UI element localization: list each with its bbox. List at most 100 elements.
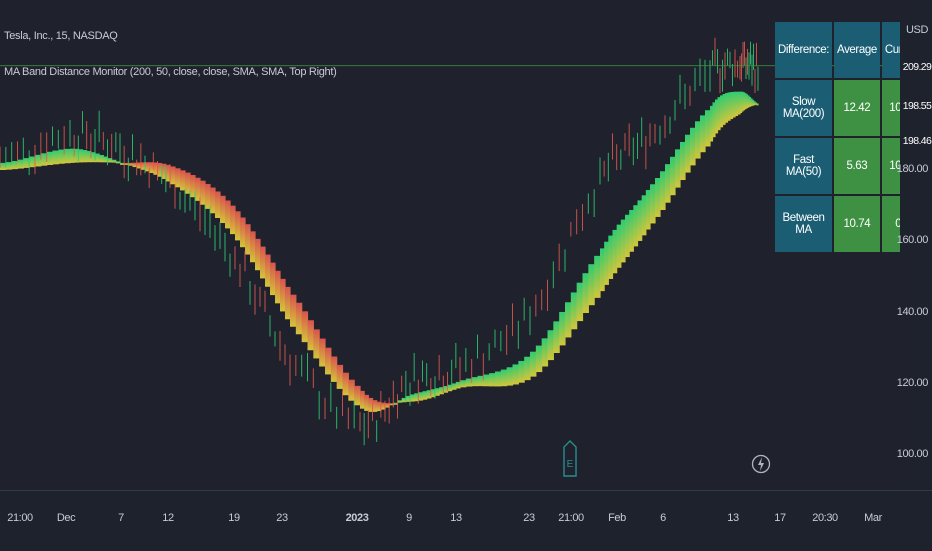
band-slice	[725, 93, 729, 123]
time-tick: 13	[727, 512, 739, 524]
band-slice	[40, 153, 48, 166]
price-chart[interactable]	[0, 0, 900, 490]
time-tick: 12	[162, 512, 174, 524]
band-slice	[616, 224, 622, 268]
band-slice	[500, 369, 508, 387]
band-slice	[301, 311, 309, 343]
time-tick: 23	[523, 512, 535, 524]
earnings-marker[interactable]: E	[563, 440, 577, 478]
band-slice	[588, 264, 595, 306]
band-slice	[35, 154, 42, 167]
band-slice	[625, 214, 630, 258]
band-slice	[250, 231, 256, 263]
time-tick: 6	[660, 512, 666, 524]
band-slice	[111, 159, 117, 163]
band-slice	[220, 195, 226, 224]
band-slice	[180, 170, 186, 191]
time-axis[interactable]	[0, 490, 900, 551]
band-slice	[265, 254, 271, 287]
band-slice	[633, 205, 639, 247]
band-slice	[655, 178, 661, 217]
band-slice	[650, 184, 656, 224]
band-slice	[86, 151, 92, 163]
time-tick: 21:00	[558, 512, 584, 524]
band-slice	[705, 110, 711, 147]
band-slice	[471, 377, 479, 387]
band-slice	[570, 292, 578, 330]
price-tick: 100.00	[896, 448, 929, 460]
time-tick: 17	[774, 512, 786, 524]
band-slice	[240, 217, 246, 248]
lightning-icon	[751, 454, 771, 474]
current-price-label: 209.29	[902, 61, 932, 73]
band-slice	[325, 347, 332, 375]
band-slice	[393, 402, 399, 405]
band-slice	[354, 385, 361, 406]
band-slice	[215, 191, 221, 218]
band-slice	[132, 162, 138, 168]
time-tick: 23	[276, 512, 288, 524]
time-tick: 2023	[345, 512, 369, 524]
band-slice	[435, 388, 440, 396]
table-cell-average: 10.74	[834, 196, 880, 252]
band-slice	[443, 385, 449, 393]
band-slice	[23, 158, 30, 168]
band-slice	[535, 345, 543, 373]
band-slice	[418, 392, 424, 401]
ma-band	[0, 91, 759, 412]
band-slice	[190, 175, 196, 198]
band-slice	[275, 270, 281, 304]
band-slice	[17, 159, 24, 169]
band-slice	[140, 162, 146, 170]
band-slice	[690, 127, 696, 166]
band-slice	[430, 389, 436, 398]
band-slice	[360, 390, 365, 409]
band-slice	[735, 91, 739, 116]
band-slice	[489, 373, 496, 387]
band-slice	[295, 302, 303, 335]
band-slice	[260, 246, 266, 279]
band-slice	[720, 95, 724, 128]
band-slice	[285, 286, 291, 320]
band-slice	[455, 381, 461, 389]
band-slice	[389, 403, 394, 406]
band-slice	[727, 92, 731, 121]
band-slice	[524, 356, 531, 381]
band-slice	[740, 91, 743, 113]
band-slice	[115, 161, 121, 164]
band-slice	[380, 402, 386, 410]
band-slice	[675, 149, 681, 188]
band-slice	[744, 93, 747, 110]
band-slice	[553, 321, 560, 354]
band-slice	[604, 241, 609, 285]
band-slice	[756, 103, 759, 106]
band-slice	[107, 158, 113, 163]
band-slice	[99, 154, 104, 163]
band-slice	[755, 102, 758, 105]
time-tick: 21:00	[7, 512, 33, 524]
table-cell-average: 5.63	[834, 138, 880, 194]
band-slice	[422, 391, 428, 400]
symbol-legend[interactable]: Tesla, Inc., 15, NASDAQ	[4, 30, 118, 42]
price-axis[interactable]: USD 100.00 120.00 140.00 160.00 180.00	[896, 0, 932, 490]
split-marker[interactable]	[751, 450, 771, 480]
band-slice	[541, 338, 549, 367]
band-slice	[749, 96, 752, 107]
band-slice	[439, 387, 444, 395]
indicator-legend[interactable]: MA Band Distance Monitor (200, 50, close…	[4, 66, 337, 78]
band-slice	[715, 99, 719, 134]
band-slice	[95, 153, 100, 163]
band-slice	[195, 177, 201, 201]
band-slice	[165, 164, 171, 182]
band-slice	[205, 183, 211, 209]
time-tick: 13	[450, 512, 462, 524]
band-slice	[547, 330, 554, 361]
band-slice	[78, 149, 84, 163]
price-tick: 120.00	[896, 376, 929, 389]
band-slice	[149, 162, 154, 173]
chart-area[interactable]: Tesla, Inc., 15, NASDAQ MA Band Distance…	[0, 0, 924, 490]
band-slice	[280, 278, 286, 312]
time-tick: 7	[118, 512, 124, 524]
band-slice	[712, 102, 716, 138]
axis-corner	[900, 490, 932, 551]
